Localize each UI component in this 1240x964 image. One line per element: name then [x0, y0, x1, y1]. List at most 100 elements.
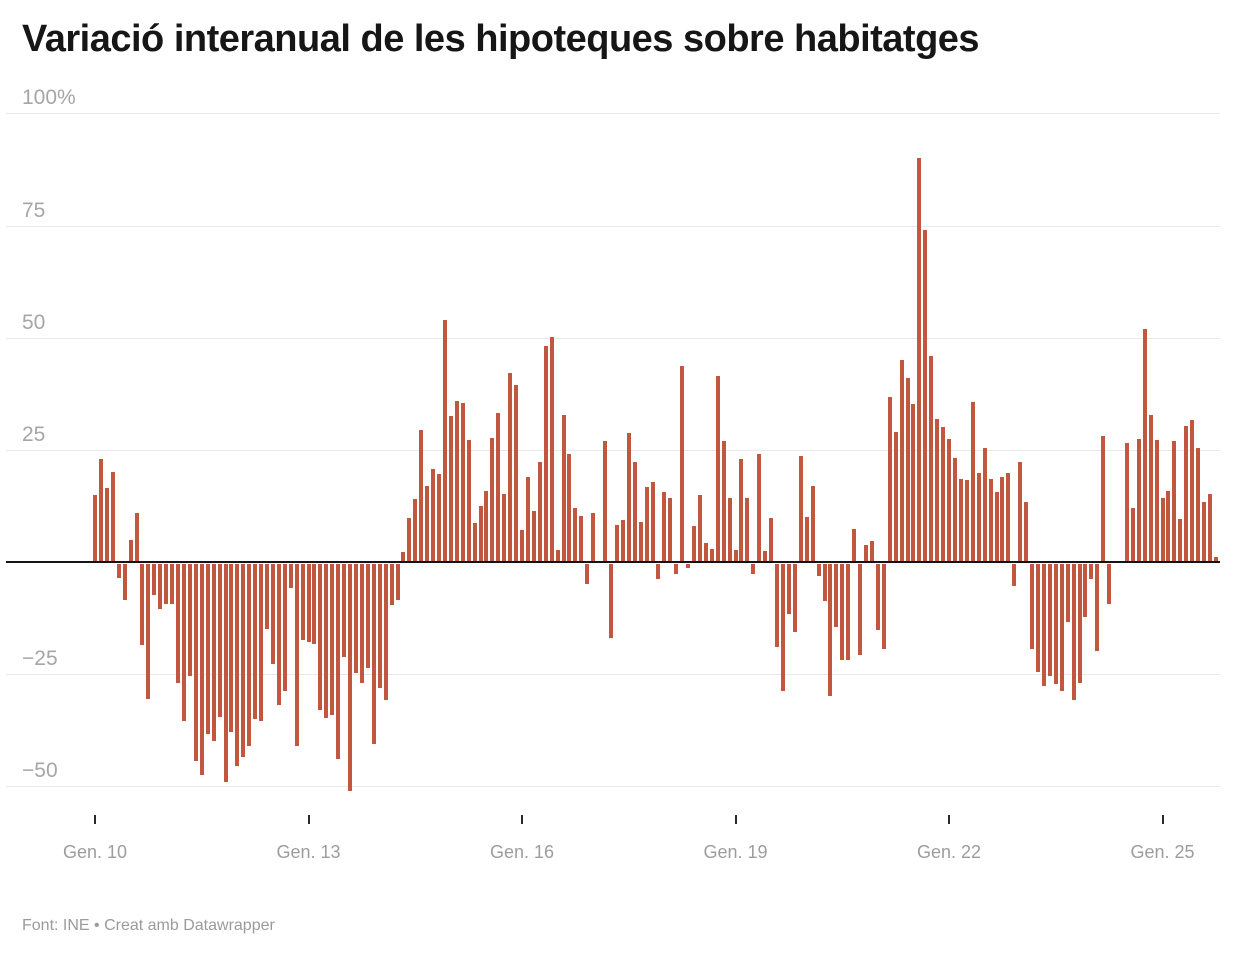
bar[interactable] [324, 564, 329, 718]
bar[interactable] [306, 564, 311, 642]
bar[interactable] [579, 516, 584, 562]
bar[interactable] [176, 564, 180, 683]
bar[interactable] [733, 550, 738, 562]
bar[interactable] [573, 507, 578, 562]
bar[interactable] [377, 564, 382, 689]
bar[interactable] [531, 510, 536, 562]
bar[interactable] [686, 564, 691, 568]
bar[interactable] [1160, 498, 1165, 562]
bar[interactable] [899, 360, 904, 562]
bar[interactable] [970, 402, 975, 562]
bar[interactable] [775, 564, 779, 647]
bar[interactable] [199, 564, 204, 775]
bar[interactable] [840, 564, 845, 660]
bar[interactable] [342, 564, 347, 658]
bar[interactable] [466, 439, 471, 562]
bar[interactable] [887, 397, 892, 562]
bar[interactable] [751, 564, 756, 574]
bar[interactable] [1047, 564, 1052, 676]
bar[interactable] [988, 479, 993, 562]
bar[interactable] [858, 564, 862, 655]
bar[interactable] [846, 564, 851, 661]
bar[interactable] [1024, 501, 1029, 562]
bar[interactable] [1166, 491, 1171, 562]
bar[interactable] [852, 528, 857, 562]
bar[interactable] [917, 158, 922, 562]
bar[interactable] [1202, 501, 1206, 562]
bar[interactable] [941, 426, 946, 562]
bar[interactable] [656, 564, 661, 580]
bar[interactable] [288, 564, 293, 588]
bar[interactable] [454, 400, 459, 562]
bar[interactable] [164, 564, 169, 605]
bar[interactable] [668, 498, 673, 562]
bar[interactable] [537, 462, 542, 562]
bar[interactable] [567, 453, 572, 562]
bar[interactable] [834, 564, 839, 628]
bar[interactable] [383, 564, 388, 700]
bar[interactable] [585, 564, 590, 585]
bar[interactable] [727, 498, 732, 562]
bar[interactable] [828, 564, 833, 697]
bar[interactable] [1000, 476, 1005, 562]
bar[interactable] [300, 564, 305, 641]
bar[interactable] [763, 550, 768, 562]
bar[interactable] [128, 539, 133, 562]
bar[interactable] [235, 564, 240, 766]
bar[interactable] [223, 564, 228, 782]
bar[interactable] [674, 564, 679, 575]
bar[interactable] [875, 564, 880, 630]
bar[interactable] [1154, 440, 1159, 562]
bar[interactable] [1036, 564, 1040, 673]
bar[interactable] [419, 429, 424, 562]
bar[interactable] [1208, 494, 1212, 562]
bar[interactable] [638, 522, 643, 562]
bar[interactable] [994, 491, 999, 562]
bar[interactable] [620, 520, 625, 562]
bar[interactable] [110, 472, 115, 562]
bar[interactable] [798, 456, 803, 562]
bar[interactable] [692, 526, 696, 562]
bar[interactable] [952, 458, 957, 562]
bar[interactable] [1083, 564, 1088, 617]
bar[interactable] [460, 403, 465, 562]
bar[interactable] [935, 419, 940, 562]
bar[interactable] [241, 564, 246, 757]
bar[interactable] [425, 485, 430, 562]
bar[interactable] [312, 564, 317, 644]
bar[interactable] [472, 523, 477, 562]
bar[interactable] [786, 564, 791, 614]
bar[interactable] [947, 439, 951, 562]
bar[interactable] [276, 564, 281, 705]
bar[interactable] [881, 564, 886, 649]
bar[interactable] [98, 458, 103, 562]
bar[interactable] [543, 346, 548, 562]
bar[interactable] [520, 529, 524, 562]
bar[interactable] [270, 564, 275, 664]
bar[interactable] [1006, 472, 1011, 562]
bar[interactable] [703, 542, 708, 562]
bar[interactable] [193, 564, 198, 762]
bar[interactable] [603, 441, 607, 562]
bar[interactable] [591, 512, 596, 562]
bar[interactable] [496, 412, 501, 562]
bar[interactable] [401, 551, 406, 562]
bar[interactable] [116, 564, 121, 578]
bar[interactable] [395, 564, 400, 600]
bar[interactable] [146, 564, 151, 699]
bar[interactable] [437, 473, 441, 562]
bar[interactable] [810, 485, 815, 562]
bar[interactable] [389, 564, 394, 605]
bar[interactable] [1142, 328, 1147, 562]
bar[interactable] [336, 564, 341, 760]
bar[interactable] [514, 384, 519, 562]
bar[interactable] [976, 472, 981, 562]
bar[interactable] [211, 564, 216, 742]
bar[interactable] [864, 545, 868, 562]
bar[interactable] [134, 512, 139, 562]
bar[interactable] [170, 564, 175, 605]
bar[interactable] [632, 462, 637, 562]
bar[interactable] [1130, 508, 1135, 562]
bar[interactable] [905, 378, 910, 562]
bar[interactable] [431, 468, 435, 562]
